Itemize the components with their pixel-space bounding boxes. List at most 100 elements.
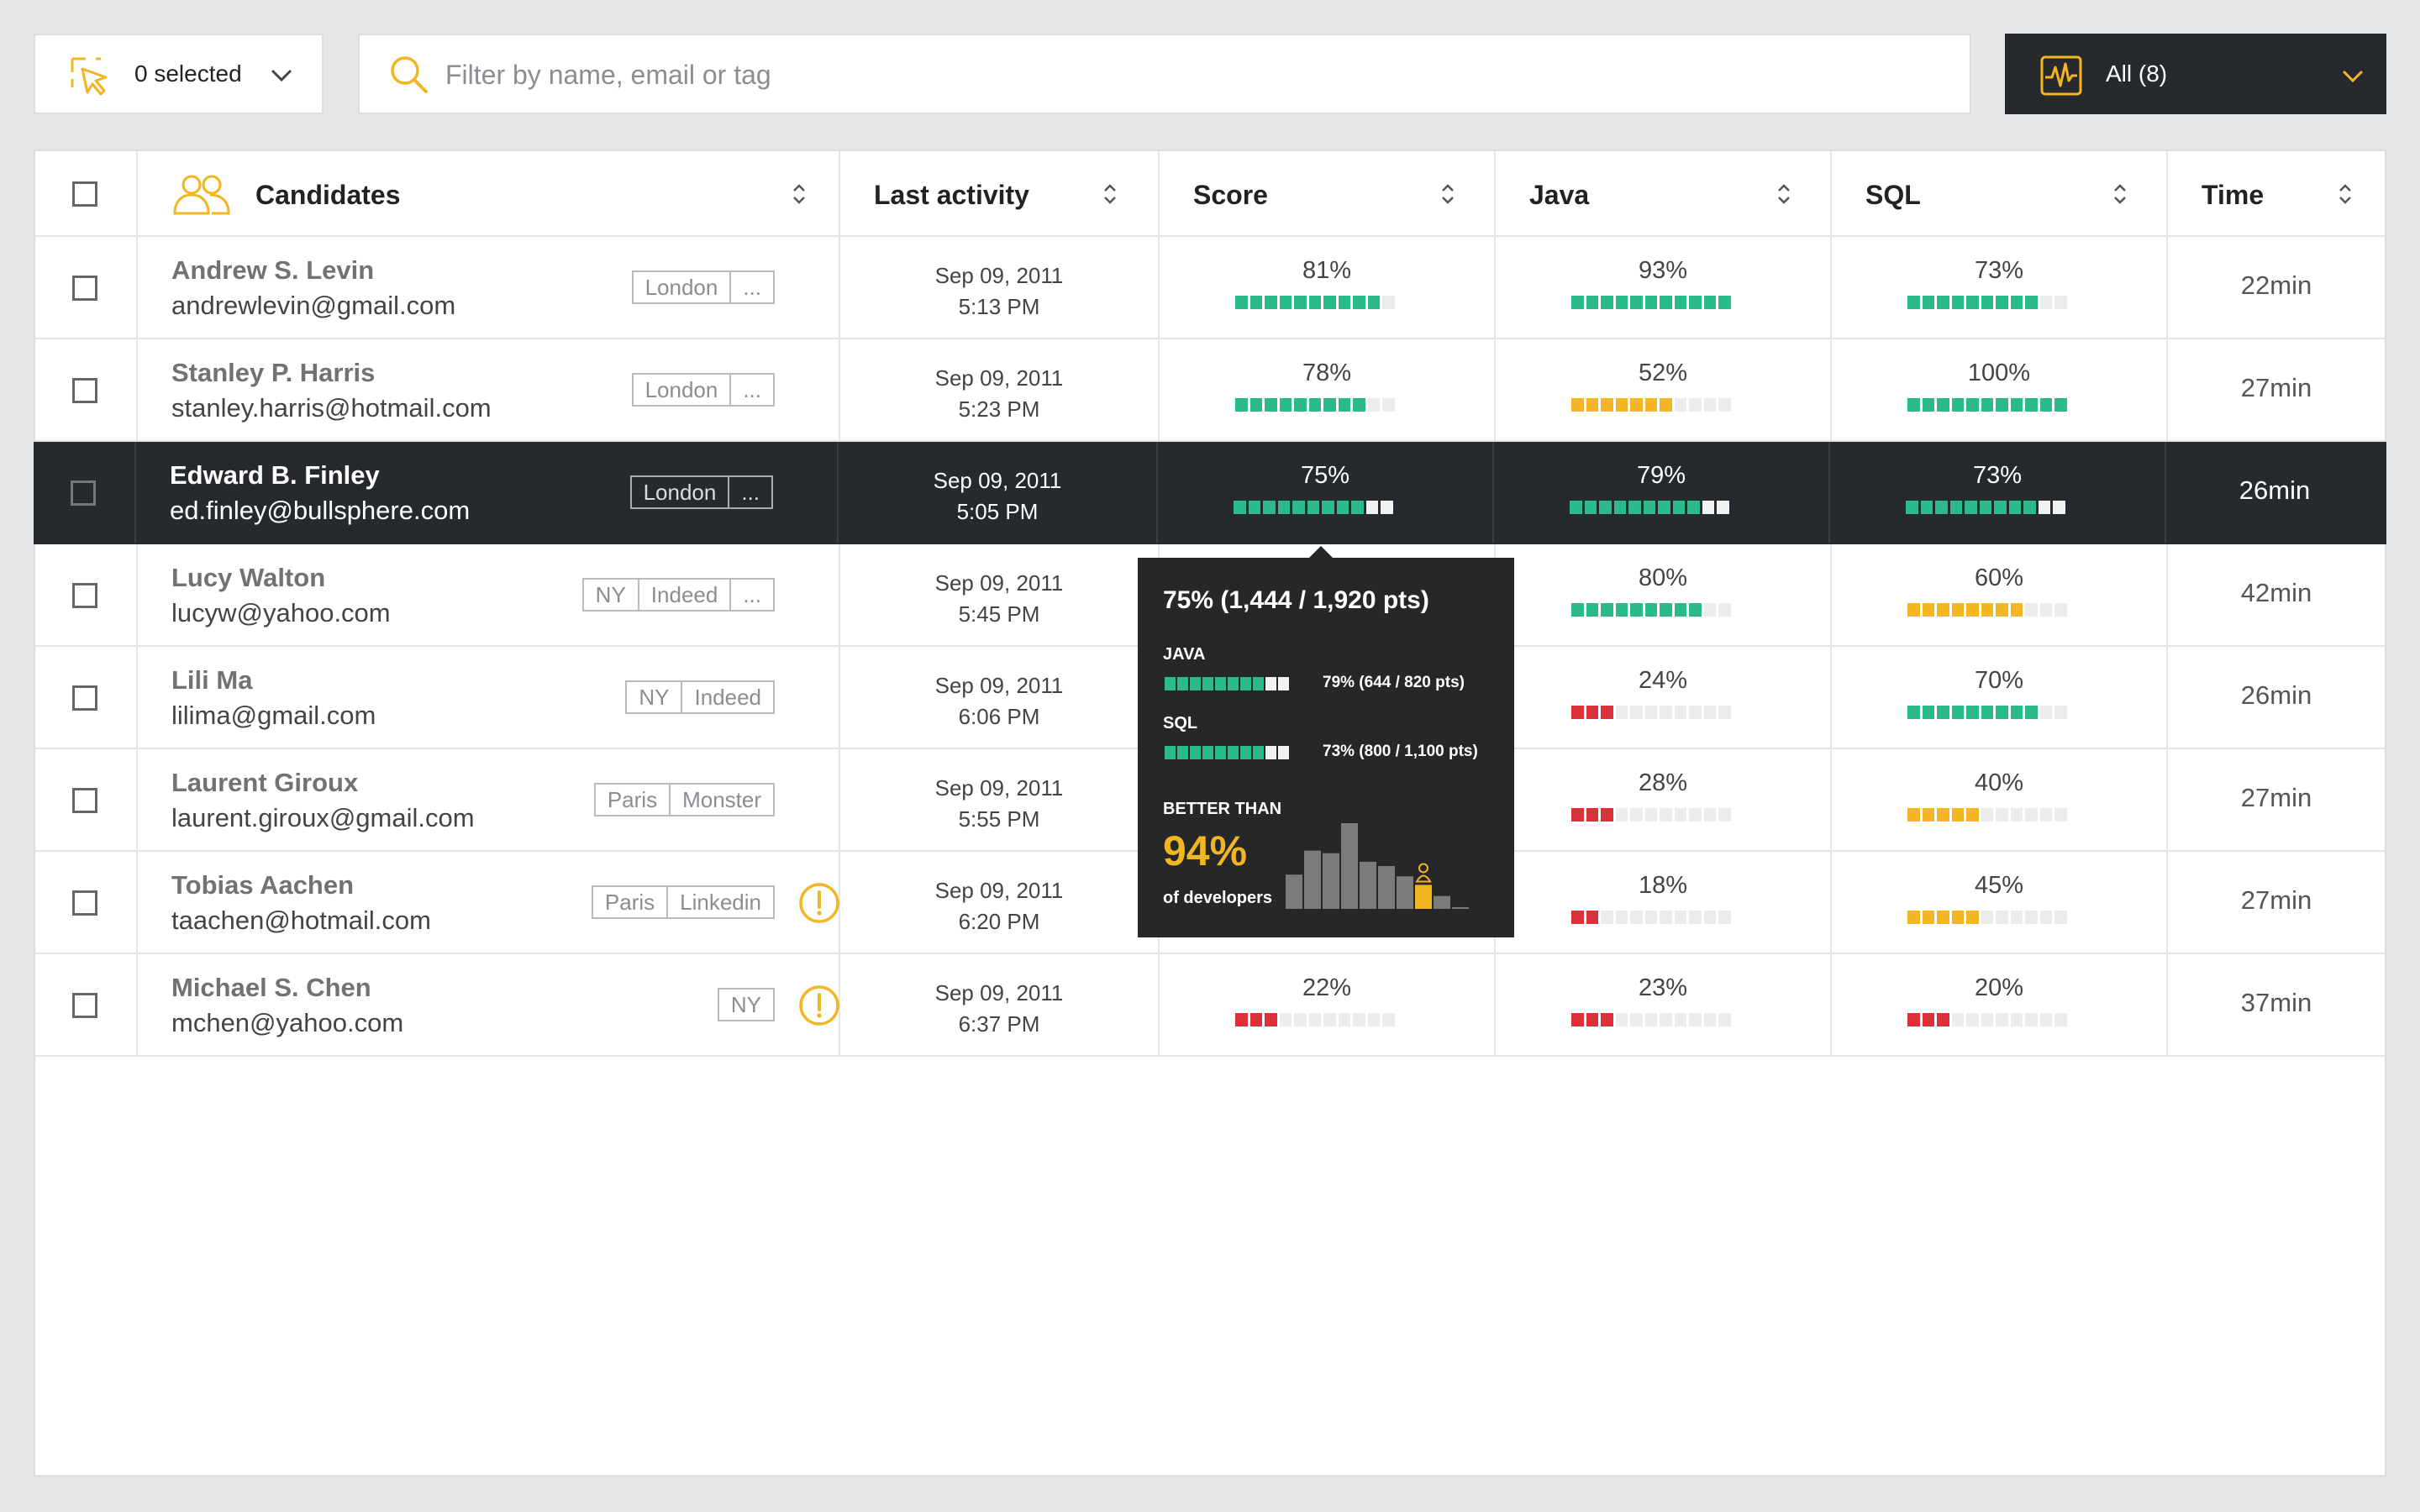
table-row[interactable]: Lucy Walton lucyw@yahoo.com NY Indeed... Sep… [35,544,2385,647]
column-java[interactable]: Java [1496,151,1832,235]
score-bar-segment [1601,398,1613,412]
java-cell[interactable]: 23% [1496,954,1832,1055]
more-tags-button[interactable]: ... [743,377,761,402]
java-cell[interactable]: 28% [1496,749,1832,850]
candidate-name[interactable]: Lucy Walton [171,563,326,592]
score-bar-segment [1615,398,1628,412]
sql-cell[interactable]: 73% [1832,237,2168,338]
score-percent: 40% [1974,769,2024,796]
warning-icon[interactable] [798,882,840,924]
score-bar-segment [1615,1013,1628,1026]
column-sql[interactable]: SQL [1832,151,2168,235]
candidate-name[interactable]: Lili Ma [171,665,253,695]
tooltip-bar-segment [1190,677,1201,690]
candidate-name[interactable]: Tobias Aachen [171,870,355,900]
score-cell[interactable]: 22% [1160,954,1496,1055]
score-bar-segment [1951,1013,1964,1026]
score-cell[interactable]: 81% [1160,237,1496,338]
score-bar-segment [1996,296,2008,309]
score-bar-segment [1615,911,1628,924]
more-tags-button[interactable]: ... [743,582,761,607]
sort-icon[interactable] [1102,181,1118,207]
column-score[interactable]: Score [1160,151,1496,235]
score-bar [1234,501,1393,514]
score-bar-segment [1718,911,1731,924]
row-checkbox[interactable] [72,276,97,301]
filter-dropdown[interactable]: All (8) [2005,34,2386,114]
java-cell[interactable]: 52% [1496,339,1832,440]
score-bar-segment [1249,296,1262,309]
score-bar-segment [1674,706,1686,719]
sort-icon[interactable] [2112,181,2128,207]
people-icon [173,175,230,215]
column-time[interactable]: Time [2168,151,2385,235]
more-tags-button[interactable]: ... [743,275,761,300]
table-row[interactable]: Michael S. Chen mchen@yahoo.com NY Sep 09, … [35,954,2385,1057]
score-bar-segment [1981,296,1993,309]
score-bar-segment [1907,808,1920,822]
tooltip-bar-segment [1215,677,1226,690]
score-bar-segment [1263,501,1276,514]
row-checkbox[interactable] [72,378,97,403]
score-bar-segment [1981,706,1993,719]
score-bar-segment [1702,501,1714,514]
activity-time: 5:23 PM [958,396,1040,422]
score-bar-segment [1660,1013,1672,1026]
score-cell[interactable]: 78% [1160,339,1496,440]
time-taken: 27min [2240,373,2312,402]
sql-cell[interactable]: 73% [1830,442,2166,543]
score-bar [1907,398,2067,412]
more-tags-button[interactable]: ... [741,480,760,505]
sort-icon[interactable] [1776,181,1791,207]
score-cell[interactable]: 75% [1158,442,1494,543]
score-bar-segment [1601,603,1613,617]
sort-icon[interactable] [1440,181,1455,207]
sql-cell[interactable]: 100% [1832,339,2168,440]
warning-icon[interactable] [798,984,840,1026]
candidate-email: stanley.harris@hotmail.com [171,393,492,423]
row-checkbox[interactable] [72,583,97,608]
candidate-name[interactable]: Laurent Giroux [171,768,359,797]
row-checkbox[interactable] [72,788,97,813]
sort-icon[interactable] [2338,181,2353,207]
sql-cell[interactable]: 45% [1832,852,2168,953]
candidate-name[interactable]: Edward B. Finley [170,460,380,490]
candidate-email: lilima@gmail.com [171,701,376,730]
java-cell[interactable]: 80% [1496,544,1832,645]
java-cell[interactable]: 93% [1496,237,1832,338]
score-bar-segment [1644,808,1657,822]
candidate-name[interactable]: Michael S. Chen [171,973,371,1002]
table-row[interactable]: Andrew S. Levin andrewlevin@gmail.com Lond… [35,237,2385,339]
column-last-activity[interactable]: Last activity [840,151,1160,235]
row-checkbox[interactable] [72,890,97,916]
candidate-name[interactable]: Stanley P. Harris [171,358,376,387]
column-candidates[interactable]: Candidates [138,151,840,235]
selection-dropdown[interactable]: 0 selected [34,34,324,114]
row-checkbox[interactable] [72,993,97,1018]
score-bar-segment [2039,808,2052,822]
java-cell[interactable]: 24% [1496,647,1832,748]
sql-cell[interactable]: 70% [1832,647,2168,748]
score-bar-segment [1615,808,1628,822]
table-row[interactable]: Tobias Aachen taachen@hotmail.com Paris Lin… [35,852,2385,954]
search-input[interactable] [444,52,1926,97]
table-row-selected[interactable]: Edward B. Finley ed.finley@bullsphere.com… [34,442,2386,544]
activity-time: 6:20 PM [958,909,1040,934]
histogram-bar [1286,874,1302,909]
sql-cell[interactable]: 60% [1832,544,2168,645]
score-bar-segment [1307,501,1319,514]
score-bar-segment [1937,808,1949,822]
java-cell[interactable]: 79% [1494,442,1830,543]
row-checkbox[interactable] [72,685,97,711]
select-all-checkbox[interactable] [72,181,97,207]
sql-cell[interactable]: 20% [1832,954,2168,1055]
candidate-name[interactable]: Andrew S. Levin [171,255,375,285]
tooltip-bar-segment [1278,677,1289,690]
sql-cell[interactable]: 40% [1832,749,2168,850]
score-bar-segment [1951,603,1964,617]
java-cell[interactable]: 18% [1496,852,1832,953]
row-checkbox[interactable] [71,480,96,506]
sort-icon[interactable] [792,181,807,207]
person-marker-icon [1415,863,1432,883]
table-row[interactable]: Stanley P. Harris stanley.harris@hotmail.… [35,339,2385,442]
